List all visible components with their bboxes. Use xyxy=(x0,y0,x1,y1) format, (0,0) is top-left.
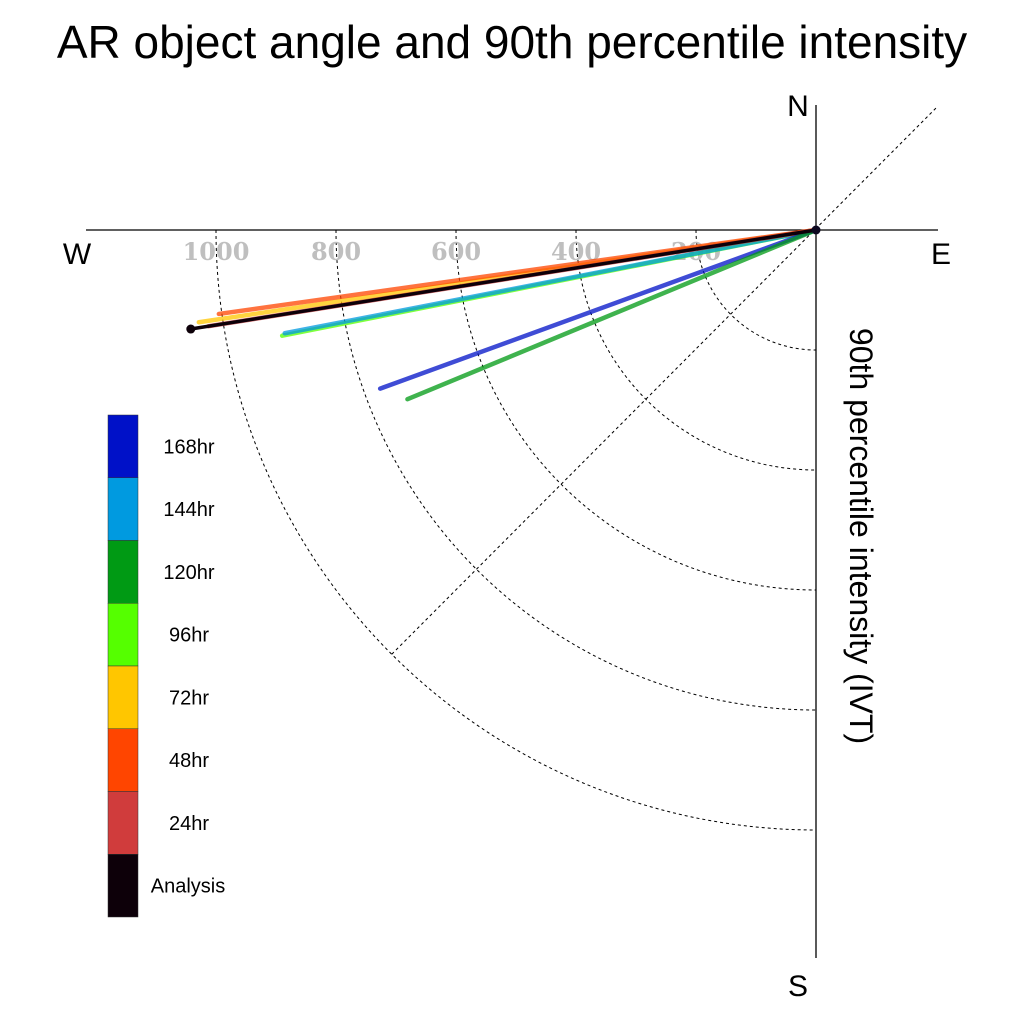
series-line-144hr xyxy=(282,227,819,336)
y-axis-label: 90th percentile intensity (IVT) xyxy=(843,328,879,744)
series-line-120hr xyxy=(405,227,819,402)
series-line-168hr xyxy=(377,227,819,391)
chart-title: AR object angle and 90th percentile inte… xyxy=(57,16,967,68)
legend-swatch-120hr xyxy=(107,540,139,604)
origin-point xyxy=(811,225,821,235)
legend-label-72hr: 72hr xyxy=(169,687,209,709)
grid-arc-600 xyxy=(455,229,817,591)
vector-series xyxy=(186,225,821,402)
series-line-analysis xyxy=(189,228,818,331)
tick-label-800: 800 xyxy=(311,237,361,266)
legend-swatch-72hr xyxy=(107,665,139,729)
compass-west: W xyxy=(63,238,92,271)
legend-label-analysis: Analysis xyxy=(151,876,225,898)
polar-grid xyxy=(215,105,939,831)
compass-south: S xyxy=(788,970,808,1003)
grid-arc-400 xyxy=(575,229,817,471)
legend-label-48hr: 48hr xyxy=(169,750,209,772)
compass-east: E xyxy=(931,238,951,271)
legend-swatch-96hr xyxy=(107,603,139,667)
grid-arc-1000 xyxy=(215,229,817,831)
legend: 168hr 144hr 120hr 96hr 72hr 48hr 24hr Analysis xyxy=(107,414,225,918)
legend-label-96hr: 96hr xyxy=(169,625,209,647)
legend-swatch-analysis xyxy=(107,854,139,918)
compass-north: N xyxy=(787,90,809,123)
legend-swatch-144hr xyxy=(107,477,139,541)
legend-label-144hr: 144hr xyxy=(163,499,214,521)
grid-diagonal xyxy=(391,105,939,655)
legend-swatch-168hr xyxy=(107,414,139,478)
legend-label-168hr: 168hr xyxy=(163,436,214,458)
legend-label-24hr: 24hr xyxy=(169,813,209,835)
radial-tick-labels: 2004006008001000 xyxy=(183,237,721,266)
legend-swatch-24hr xyxy=(107,791,139,855)
legend-label-120hr: 120hr xyxy=(163,562,214,584)
series-endpoint-analysis xyxy=(186,324,196,334)
tick-label-1000: 1000 xyxy=(183,237,250,266)
tick-label-600: 600 xyxy=(431,237,481,266)
legend-swatch-48hr xyxy=(107,728,139,792)
